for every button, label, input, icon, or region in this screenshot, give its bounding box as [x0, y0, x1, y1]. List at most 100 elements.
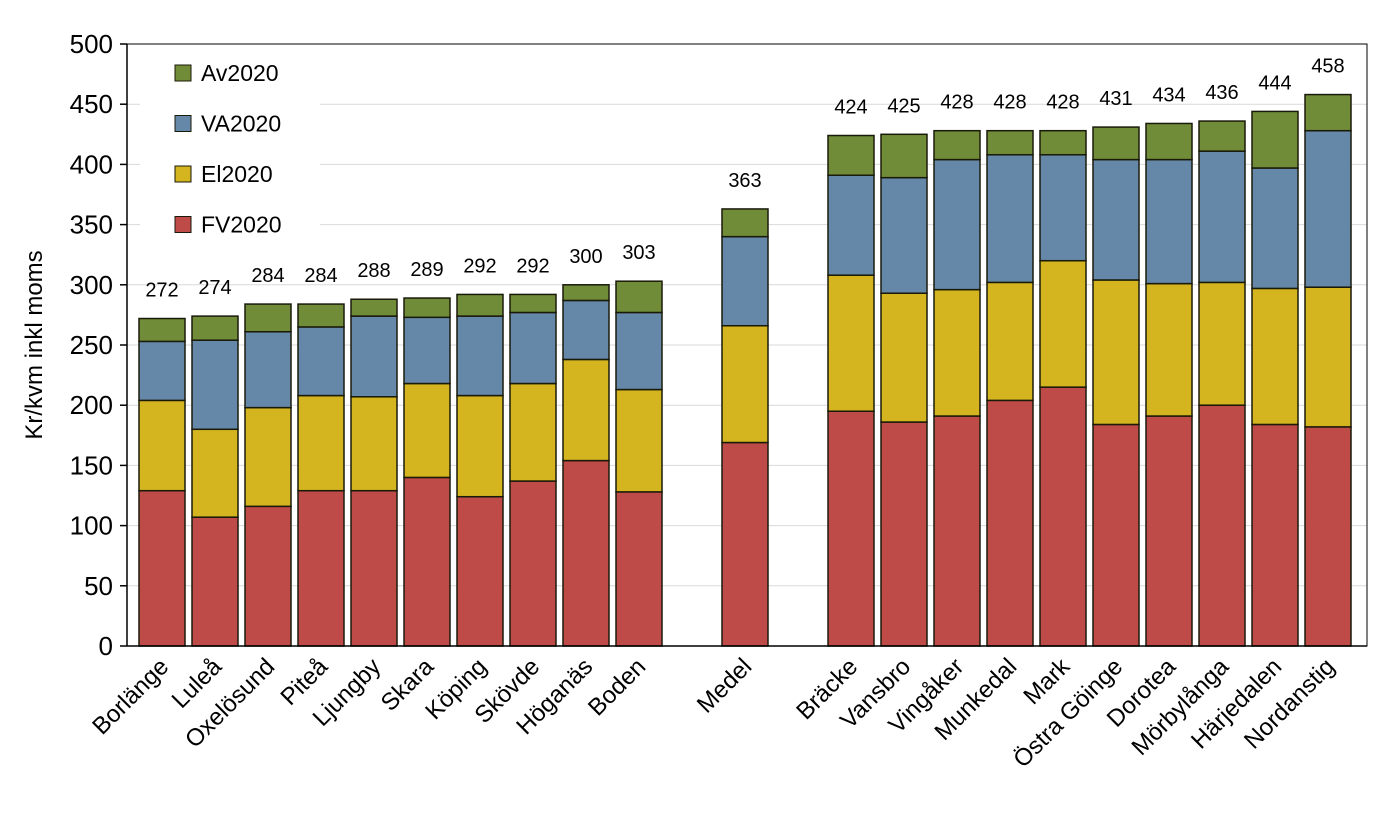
bar-segment-Av2020 — [350, 298, 398, 317]
data-label-total: 284 — [251, 265, 284, 287]
y-tick-label: 250 — [70, 330, 113, 360]
bar-segment-VA2020 — [244, 331, 292, 409]
legend-background — [140, 50, 320, 245]
bar-segment-VA2020 — [1092, 158, 1140, 281]
data-label-total: 424 — [834, 97, 867, 119]
bar-segment-VA2020 — [1304, 129, 1352, 288]
plot-border — [126, 43, 1368, 647]
bar-segment-Av2020 — [509, 293, 557, 314]
bar-segment-Av2020 — [403, 297, 451, 319]
y-tick-label: 500 — [70, 29, 113, 59]
data-label-total: 431 — [1099, 88, 1132, 110]
bar-segment-El2020 — [1145, 282, 1193, 417]
y-axis-label: Kr/kvm inkl moms — [21, 250, 48, 439]
bar-segment-El2020 — [191, 428, 239, 518]
bar-segment-Av2020 — [880, 133, 928, 179]
data-label-total: 274 — [198, 277, 231, 299]
bar-segment-FV2020 — [827, 410, 875, 647]
data-label-total: 284 — [304, 265, 337, 287]
bar-segment-VA2020 — [509, 311, 557, 385]
y-tick-label: 50 — [84, 571, 113, 601]
bar-segment-VA2020 — [403, 316, 451, 385]
bar-segment-El2020 — [986, 281, 1034, 402]
y-tick-label: 350 — [70, 210, 113, 240]
bar-segment-El2020 — [350, 396, 398, 492]
bar-segment-El2020 — [1198, 281, 1246, 406]
y-tick-label: 400 — [70, 149, 113, 179]
bar-segment-Av2020 — [933, 129, 981, 161]
bar-segment-VA2020 — [138, 340, 186, 402]
bar-segment-VA2020 — [615, 311, 663, 391]
bar-segment-VA2020 — [1145, 158, 1193, 285]
bar-segment-FV2020 — [933, 415, 981, 647]
legend: Av2020 VA2020 El2020 FV2020 — [140, 50, 320, 245]
bar-segment-FV2020 — [721, 441, 769, 647]
data-label-total: 436 — [1205, 82, 1238, 104]
data-label-total: 434 — [1152, 84, 1185, 106]
data-label-total: 303 — [622, 242, 655, 264]
bar-segment-VA2020 — [827, 174, 875, 276]
bars: 272 274 284 284 288 289 292 292 300 303 363 424 425 4… — [138, 56, 1352, 647]
bar-segment-El2020 — [562, 358, 610, 462]
bar-segment-Av2020 — [297, 303, 345, 328]
bar-segment-FV2020 — [1251, 423, 1299, 647]
bar-segment-El2020 — [933, 288, 981, 417]
data-label-total: 428 — [940, 92, 973, 114]
legend-label: El2020 — [201, 161, 273, 187]
bar-segment-El2020 — [509, 382, 557, 482]
bar-segment-Av2020 — [1092, 126, 1140, 161]
bar-segment-El2020 — [297, 394, 345, 492]
bar-segment-Av2020 — [456, 293, 504, 317]
legend-label: VA2020 — [201, 111, 281, 137]
bar-segment-Av2020 — [1145, 122, 1193, 161]
bar-segment-El2020 — [721, 324, 769, 444]
bar-segment-FV2020 — [562, 459, 610, 647]
bar-segment-FV2020 — [244, 505, 292, 647]
bar-segment-El2020 — [880, 292, 928, 423]
bar-segment-El2020 — [456, 394, 504, 498]
bar-segment-El2020 — [1304, 286, 1352, 428]
data-label-total: 272 — [145, 280, 178, 302]
data-label-total: 425 — [887, 95, 920, 117]
bar-segment-VA2020 — [721, 235, 769, 327]
bar-segment-Av2020 — [1251, 110, 1299, 169]
bar-segment-Av2020 — [1198, 120, 1246, 152]
bar-segment-FV2020 — [1039, 386, 1087, 647]
bar-segment-FV2020 — [191, 516, 239, 647]
data-label-total: 289 — [410, 259, 443, 281]
bar-segment-El2020 — [827, 274, 875, 412]
data-label-total: 292 — [516, 255, 549, 277]
bar-segment-VA2020 — [562, 299, 610, 361]
bar-segment-FV2020 — [1092, 423, 1140, 647]
y-tick-label: 450 — [70, 89, 113, 119]
bar-segment-FV2020 — [986, 399, 1034, 647]
bar-segment-FV2020 — [509, 480, 557, 647]
x-tick-label: Medel — [692, 653, 757, 718]
bar-segment-VA2020 — [1251, 167, 1299, 290]
legend-label: Av2020 — [201, 60, 279, 86]
data-label-total: 444 — [1258, 72, 1291, 94]
data-label-total: 458 — [1311, 56, 1344, 78]
bar-segment-Av2020 — [986, 129, 1034, 156]
bar-segment-FV2020 — [1145, 415, 1193, 647]
bar-segment-VA2020 — [880, 176, 928, 294]
bar-segment-El2020 — [615, 388, 663, 493]
bar-segment-FV2020 — [403, 476, 451, 647]
bar-segment-El2020 — [403, 382, 451, 479]
bar-segment-FV2020 — [1198, 404, 1246, 647]
x-tick-label: Borlänge — [87, 653, 174, 740]
bar-segment-Av2020 — [721, 208, 769, 238]
bar-segment-Av2020 — [1039, 129, 1087, 156]
bar-segment-Av2020 — [827, 134, 875, 176]
bar-segment-Av2020 — [191, 315, 239, 341]
bar-segment-El2020 — [138, 399, 186, 492]
bar-segment-Av2020 — [244, 303, 292, 333]
bar-segment-VA2020 — [350, 315, 398, 398]
bar-segment-FV2020 — [615, 491, 663, 647]
bar-segment-FV2020 — [297, 489, 345, 647]
bar-segment-FV2020 — [138, 489, 186, 647]
bar-segment-Av2020 — [138, 317, 186, 343]
x-tick-label: Boden — [583, 653, 651, 721]
bar-segment-VA2020 — [297, 326, 345, 397]
